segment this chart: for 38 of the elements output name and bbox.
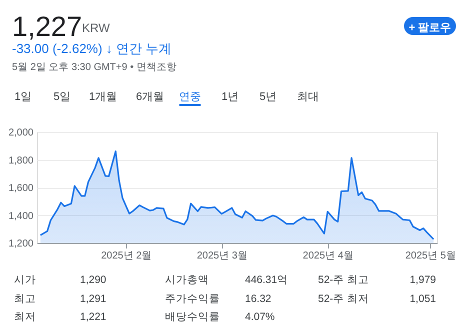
- text: 5일: [53, 91, 71, 103]
- text: 1,291: [80, 293, 106, 305]
- text: 연중: [179, 91, 201, 103]
- text: 시가총액: [165, 274, 209, 286]
- x-tick-label: 2025년 5월: [405, 250, 456, 262]
- text: 시가: [14, 274, 36, 286]
- text: 1일: [14, 91, 32, 103]
- y-tick-label: 1,400: [8, 210, 34, 222]
- text: 1,979: [410, 274, 436, 286]
- y-tick-label: 1,600: [8, 183, 34, 194]
- text: 1,290: [80, 274, 106, 286]
- text: 5년: [259, 91, 277, 103]
- text: 4.07%: [245, 311, 275, 323]
- text: 주가수익률: [165, 293, 220, 305]
- text: 1년: [221, 91, 239, 103]
- text: 5월 2일 오후 3:30 GMT+9 • 면책조항: [12, 62, 176, 73]
- text: 최고: [14, 293, 36, 305]
- text: 배당수익률: [165, 311, 220, 323]
- y-tick-label: 1,200: [8, 238, 34, 250]
- text: -33.00 (-2.62%) ↓ 연간 누계: [12, 41, 172, 56]
- text: 52-주 최고: [318, 274, 370, 286]
- text: 1개월: [88, 91, 118, 103]
- text: + 팔로우: [408, 22, 452, 34]
- x-tick-label: 2025년 3월: [196, 250, 248, 262]
- text: 16.32: [245, 293, 272, 305]
- text: 최저: [14, 311, 36, 323]
- text: 52-주 최저: [318, 293, 370, 305]
- x-tick-label: 2025년 4월: [302, 250, 354, 262]
- text: 최대: [297, 91, 319, 103]
- text: 6개월: [136, 91, 164, 103]
- x-tick-label: 2025년 2월: [101, 250, 152, 262]
- text: KRW: [82, 21, 110, 35]
- text: 1,227: [12, 11, 82, 42]
- text: 1,221: [80, 311, 106, 323]
- text: 1,051: [410, 293, 436, 305]
- y-tick-label: 2,000: [8, 128, 34, 138]
- text: 446.31억: [245, 274, 288, 286]
- y-tick-label: 1,800: [8, 155, 34, 166]
